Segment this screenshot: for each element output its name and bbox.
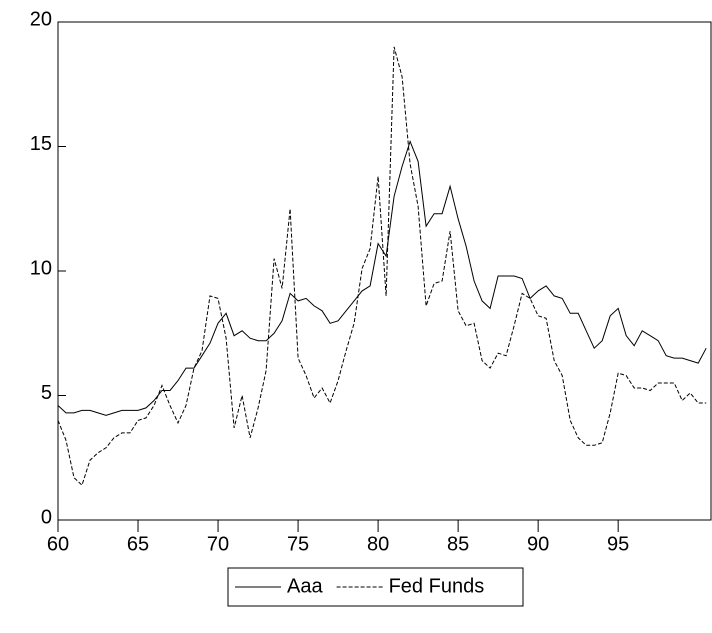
y-tick-label: 20	[30, 8, 52, 30]
legend-label: Fed Funds	[389, 575, 485, 597]
x-tick-label: 65	[127, 533, 149, 555]
legend-label: Aaa	[287, 575, 323, 597]
y-tick-label: 0	[41, 506, 52, 528]
series-line	[57, 46, 707, 486]
x-tick-label: 70	[207, 533, 229, 555]
x-tick-label: 60	[47, 533, 69, 555]
y-tick-label: 15	[30, 133, 52, 155]
x-tick-label: 90	[527, 533, 549, 555]
y-tick-label: 5	[41, 382, 52, 404]
y-tick-label: 10	[30, 257, 52, 279]
series-line	[57, 140, 707, 416]
x-tick-label: 80	[367, 533, 389, 555]
x-tick-label: 75	[287, 533, 309, 555]
x-tick-label: 95	[607, 533, 629, 555]
x-tick-label: 85	[447, 533, 469, 555]
